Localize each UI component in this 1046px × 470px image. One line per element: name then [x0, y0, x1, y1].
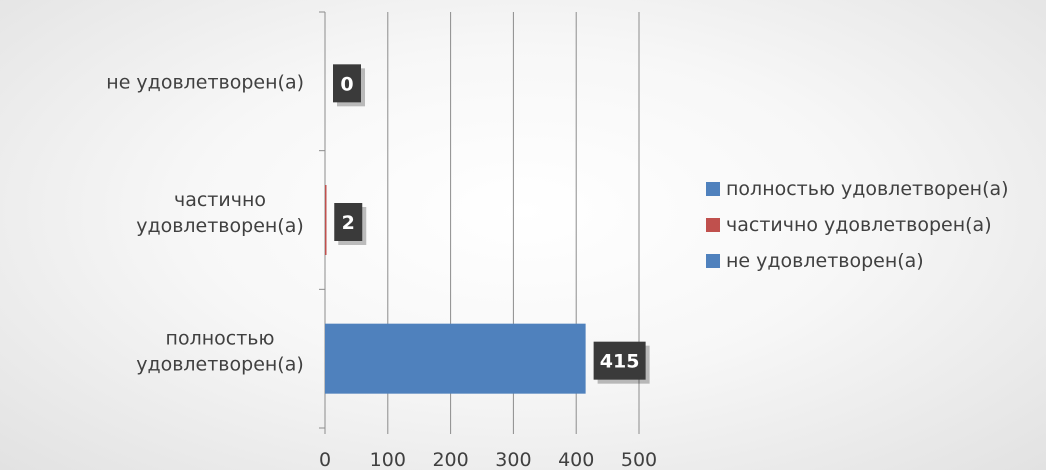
x-tick-label: 500	[621, 449, 657, 470]
bar	[325, 323, 586, 394]
data-label: 2	[342, 212, 355, 234]
chart-legend: полностью удовлетворен(а) частично удовл…	[706, 176, 1009, 274]
x-tick-label: 300	[495, 449, 531, 470]
category-label: полностью удовлетворен(а)	[136, 328, 304, 376]
legend-item-partially-satisfied: частично удовлетворен(а)	[706, 212, 1009, 238]
data-label: 415	[600, 351, 640, 373]
x-tick-label: 200	[432, 449, 468, 470]
legend-swatch-partially-satisfied	[706, 218, 720, 232]
data-label-box	[333, 64, 361, 103]
bar	[325, 185, 327, 255]
x-tick-label: 400	[558, 449, 594, 470]
legend-label-fully-satisfied: полностью удовлетворен(а)	[726, 178, 1009, 200]
category-label: частично удовлетворен(а)	[136, 189, 304, 237]
legend-swatch-not-satisfied	[706, 254, 720, 268]
x-tick-label: 0	[319, 449, 331, 470]
legend-label-partially-satisfied: частично удовлетворен(а)	[726, 214, 992, 236]
category-label: не удовлетворен(а)	[106, 71, 304, 93]
data-label-box	[593, 341, 646, 380]
x-tick-label: 100	[370, 449, 406, 470]
legend-label-not-satisfied: не удовлетворен(а)	[726, 250, 924, 272]
data-label-box	[334, 203, 363, 241]
legend-item-fully-satisfied: полностью удовлетворен(а)	[706, 176, 1009, 202]
legend-swatch-fully-satisfied	[706, 182, 720, 196]
legend-item-not-satisfied: не удовлетворен(а)	[706, 248, 1009, 274]
data-label: 0	[340, 73, 353, 95]
